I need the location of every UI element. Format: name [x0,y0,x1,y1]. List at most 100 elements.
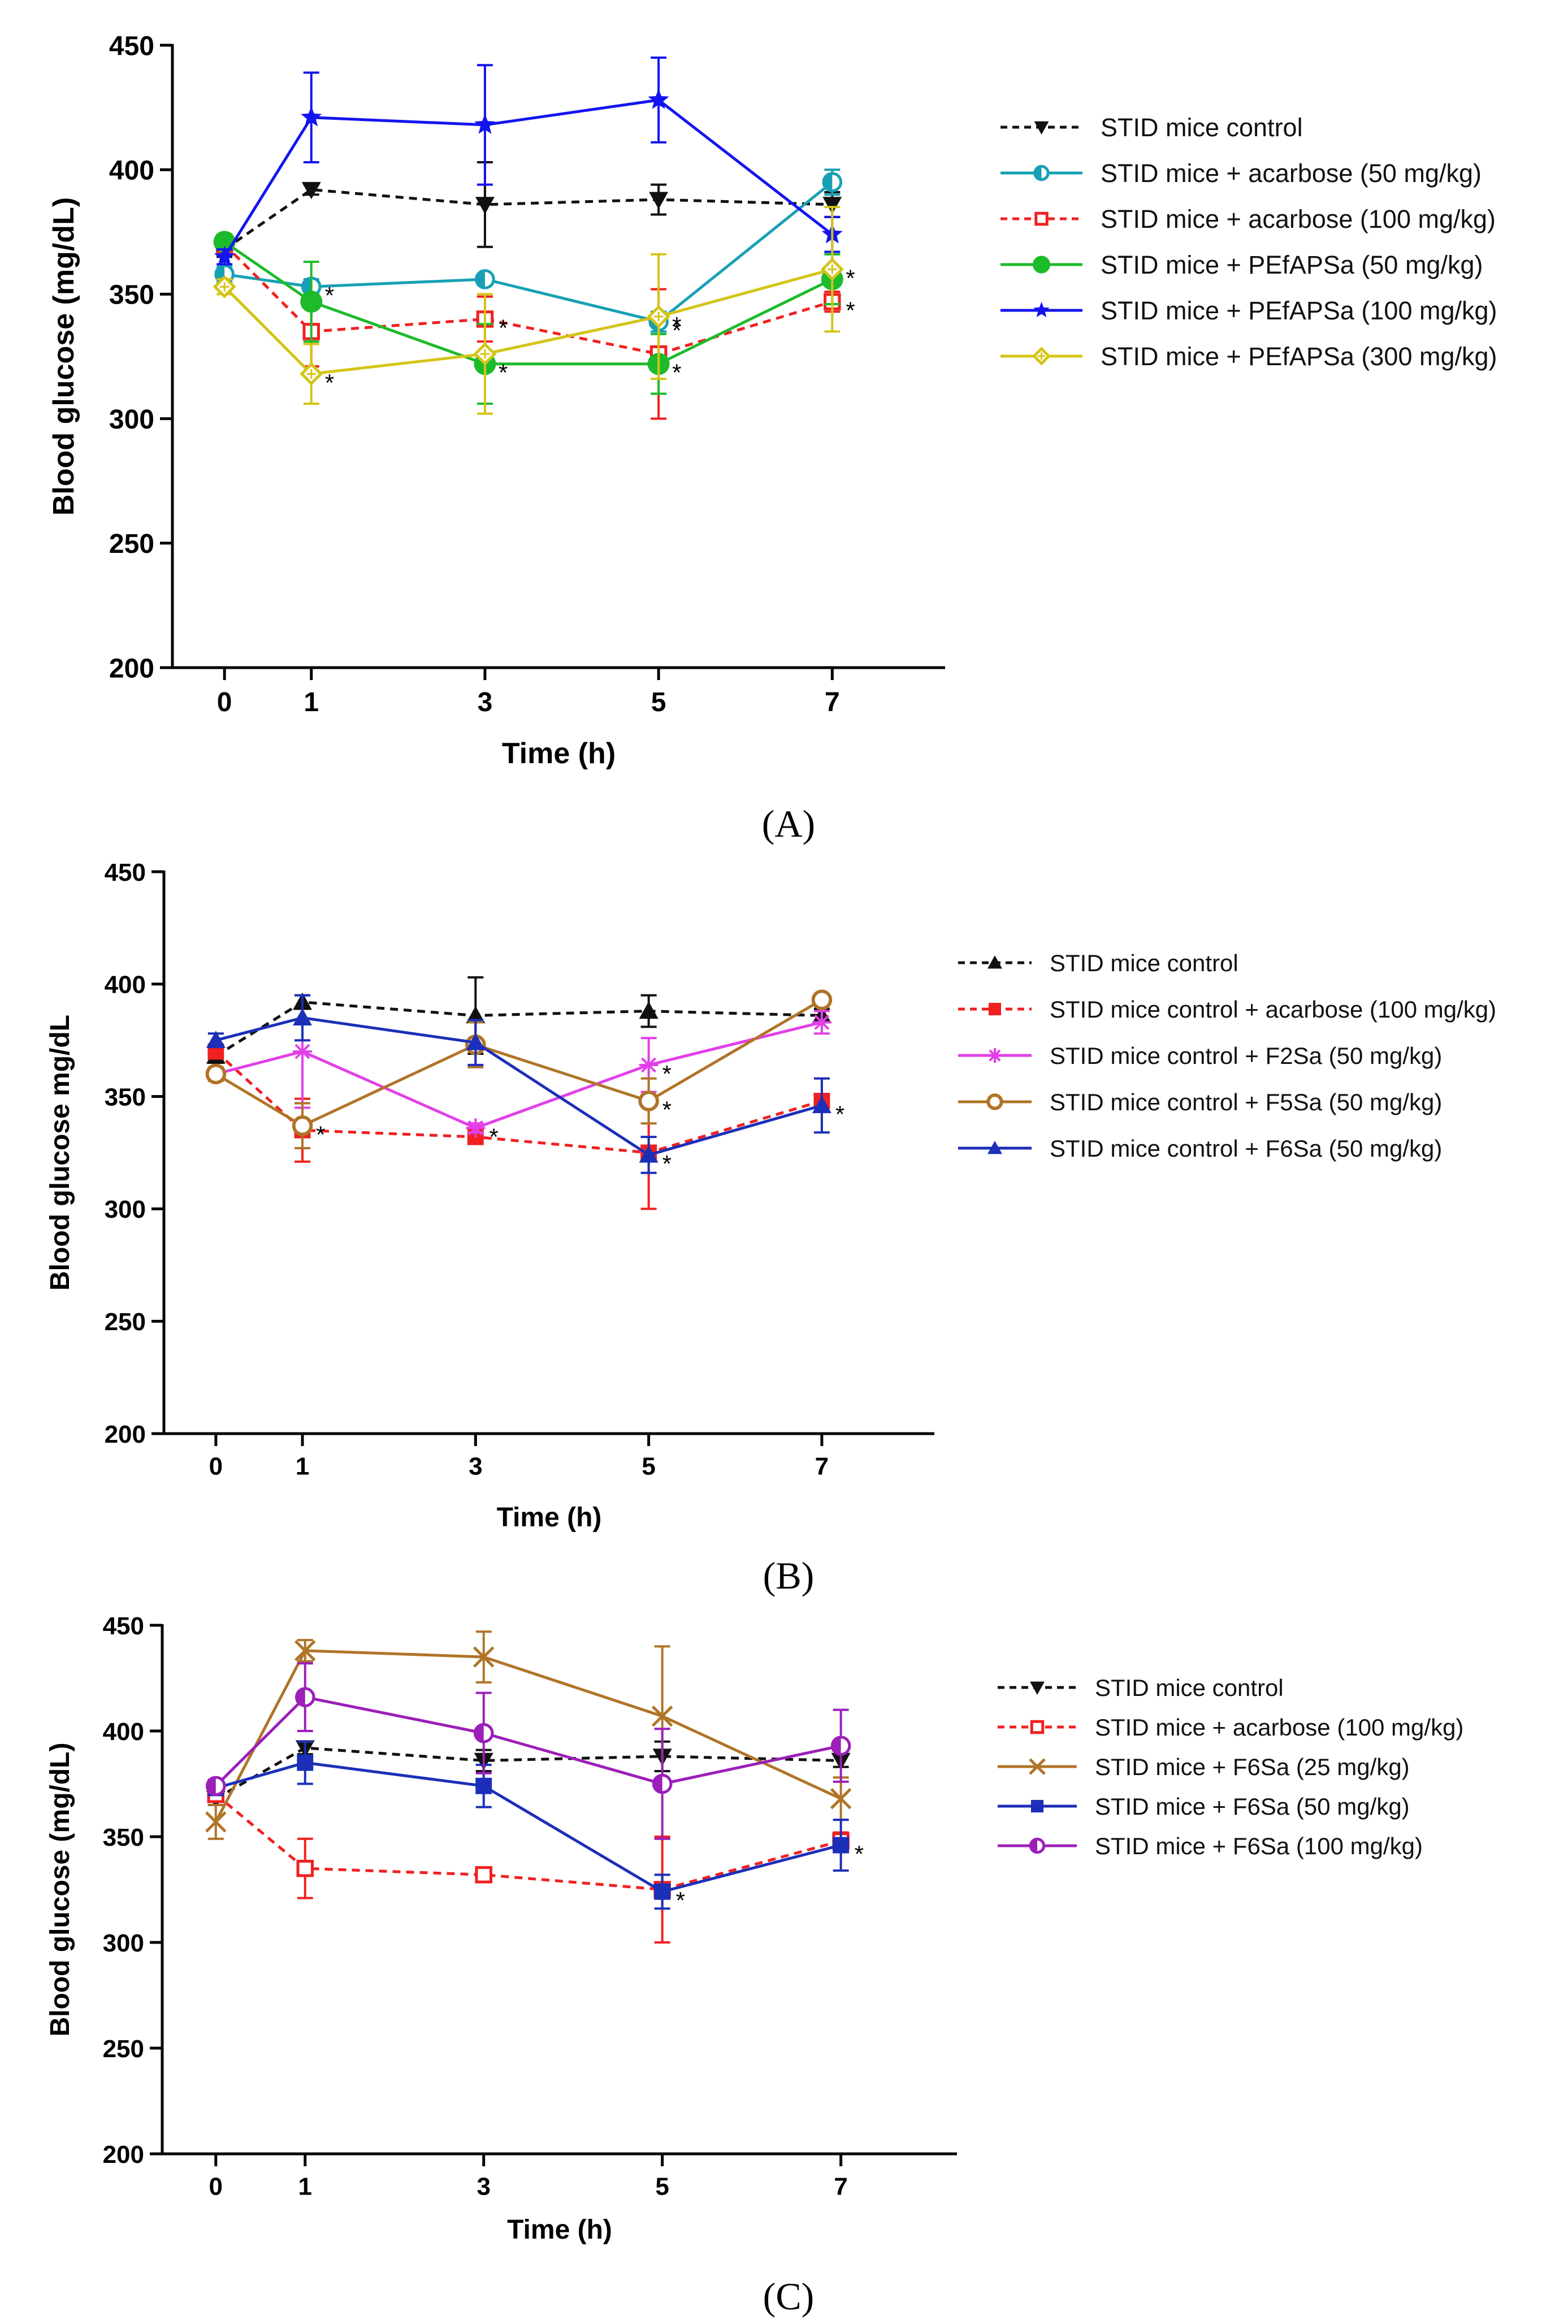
series-line [214,1649,842,1823]
chart-panel-C: 200 250 300 350 400 450 0 1 3 5 7 Time (h) Blood glu… [45,1612,1463,2318]
significance-mark: * [325,369,334,396]
legend-entry: STID mice control [958,950,1238,976]
data-point [466,1033,486,1050]
data-point [474,114,496,134]
significance-mark: * [662,1061,672,1087]
legend-label: STID mice control [1101,113,1303,142]
series-2 [207,1785,850,1944]
legend-label: STID mice + F6Sa (25 mg/kg) [1095,1754,1410,1780]
y-tick-label: 200 [103,2141,144,2169]
legend-entry: STID mice + PEfAPSa (300 mg/kg) [1000,342,1497,371]
legend-entry: STID mice control + F2Sa (50 mg/kg) [958,1042,1442,1069]
data-point [294,1640,316,1661]
data-point [651,1706,673,1727]
chart-panel-B: 200 250 300 350 400 450 0 1 3 5 7 Time (h) Blood glu… [45,859,1496,1597]
data-point [300,291,323,313]
y-tick-label: 400 [105,971,146,999]
legend-marker [1033,256,1050,274]
data-point [475,197,495,214]
legend-marker [1030,1799,1044,1813]
series-line [215,1020,822,1129]
y-axis-title: Blood glucose (mg/dL) [45,1743,75,2037]
data-point [812,1012,831,1032]
legend-entry: STID mice + acarbose (50 mg/kg) [1000,159,1482,188]
legend-marker [1032,347,1051,366]
legend-label: STID mice control [1050,950,1238,976]
legend-label: STID mice + acarbose (100 mg/kg) [1101,205,1496,233]
legend-marker [1033,302,1050,318]
x-tick-label: 3 [478,687,493,717]
significance-mark: * [676,1887,685,1914]
data-point [205,1811,227,1833]
y-tick-label: 250 [103,2035,144,2063]
series-5 [205,1662,851,1840]
y-tick-label: 200 [109,654,154,683]
x-tick-label: 1 [296,1453,309,1481]
legend-entry: STID mice + acarbose (100 mg/kg) [1000,205,1496,233]
data-point [466,1118,486,1138]
series-1 [206,1740,851,1808]
y-tick-label: 350 [103,1824,144,1851]
x-tick-label: 1 [304,687,319,717]
legend-marker [1030,1720,1045,1734]
legend-label: STID mice control + F5Sa (50 mg/kg) [1050,1089,1442,1115]
x-tick-label: 7 [834,2173,847,2201]
legend-marker [987,1141,1002,1154]
y-tick-label: 400 [103,1718,144,1746]
legend-marker [1030,1681,1045,1695]
x-tick-label: 0 [209,2173,223,2201]
data-point [652,1773,673,1794]
x-tick-label: 5 [655,2173,669,2201]
x-tick-label: 5 [642,1453,655,1481]
x-tick-label: 1 [298,2173,312,2201]
y-tick-label: 250 [109,529,154,559]
panel-label: (A) [762,802,815,845]
legend-entry: STID mice + PEfAPSa (100 mg/kg) [1000,296,1497,325]
x-axis-title: Time (h) [507,2215,612,2245]
significance-mark: * [662,1150,672,1177]
data-point [822,197,842,214]
data-point [639,1145,659,1163]
data-point [638,1090,659,1111]
significance-mark: * [855,1841,864,1867]
significance-mark: * [662,1097,672,1123]
legend-entry: STID mice + F6Sa (25 mg/kg) [998,1754,1410,1780]
data-point [639,1001,659,1019]
legend-label: STID mice + acarbose (50 mg/kg) [1101,159,1482,188]
data-point [812,1096,831,1114]
legend-entry: STID mice + F6Sa (50 mg/kg) [998,1793,1410,1820]
data-point [811,989,833,1010]
legend-entry: STID mice control + acarbose (100 mg/kg) [958,996,1496,1023]
significance-mark: * [672,360,681,386]
series-1 [215,161,842,259]
x-tick-label: 7 [815,1453,829,1481]
data-point [648,89,669,109]
significance-mark: * [672,317,681,344]
y-tick-label: 400 [109,155,154,185]
legend-label: STID mice control + F6Sa (50 mg/kg) [1050,1135,1442,1162]
data-point [475,269,495,289]
legend-label: STID mice + PEfAPSa (100 mg/kg) [1101,296,1497,325]
data-point [649,192,669,210]
legend-label: STID mice control + F2Sa (50 mg/kg) [1050,1042,1442,1069]
legend-marker [987,955,1002,969]
legend-marker [1029,1758,1046,1775]
legend-label: STID mice + F6Sa (100 mg/kg) [1095,1833,1423,1859]
legend-marker [987,1048,1002,1063]
y-tick-label: 300 [105,1196,146,1223]
legend-entry: STID mice control + F5Sa (50 mg/kg) [958,1089,1442,1115]
y-tick-label: 250 [105,1308,146,1336]
chart-panel-A: 200 250 300 350 400 450 0 1 3 5 7 Time (h) Blood glu… [47,31,1497,845]
panel-label: (B) [763,1554,815,1597]
x-axis-title: Time (h) [502,737,616,770]
significance-mark: * [672,312,681,339]
legend-label: STID mice + F6Sa (50 mg/kg) [1095,1793,1410,1820]
x-tick-label: 0 [209,1453,223,1481]
legend-entry: STID mice control [998,1674,1284,1701]
data-point [833,1837,850,1854]
x-tick-label: 3 [469,1453,482,1481]
x-tick-label: 0 [217,687,232,717]
legend-entry: STID mice + PEfAPSa (50 mg/kg) [1000,250,1483,279]
y-tick-label: 450 [105,859,146,886]
